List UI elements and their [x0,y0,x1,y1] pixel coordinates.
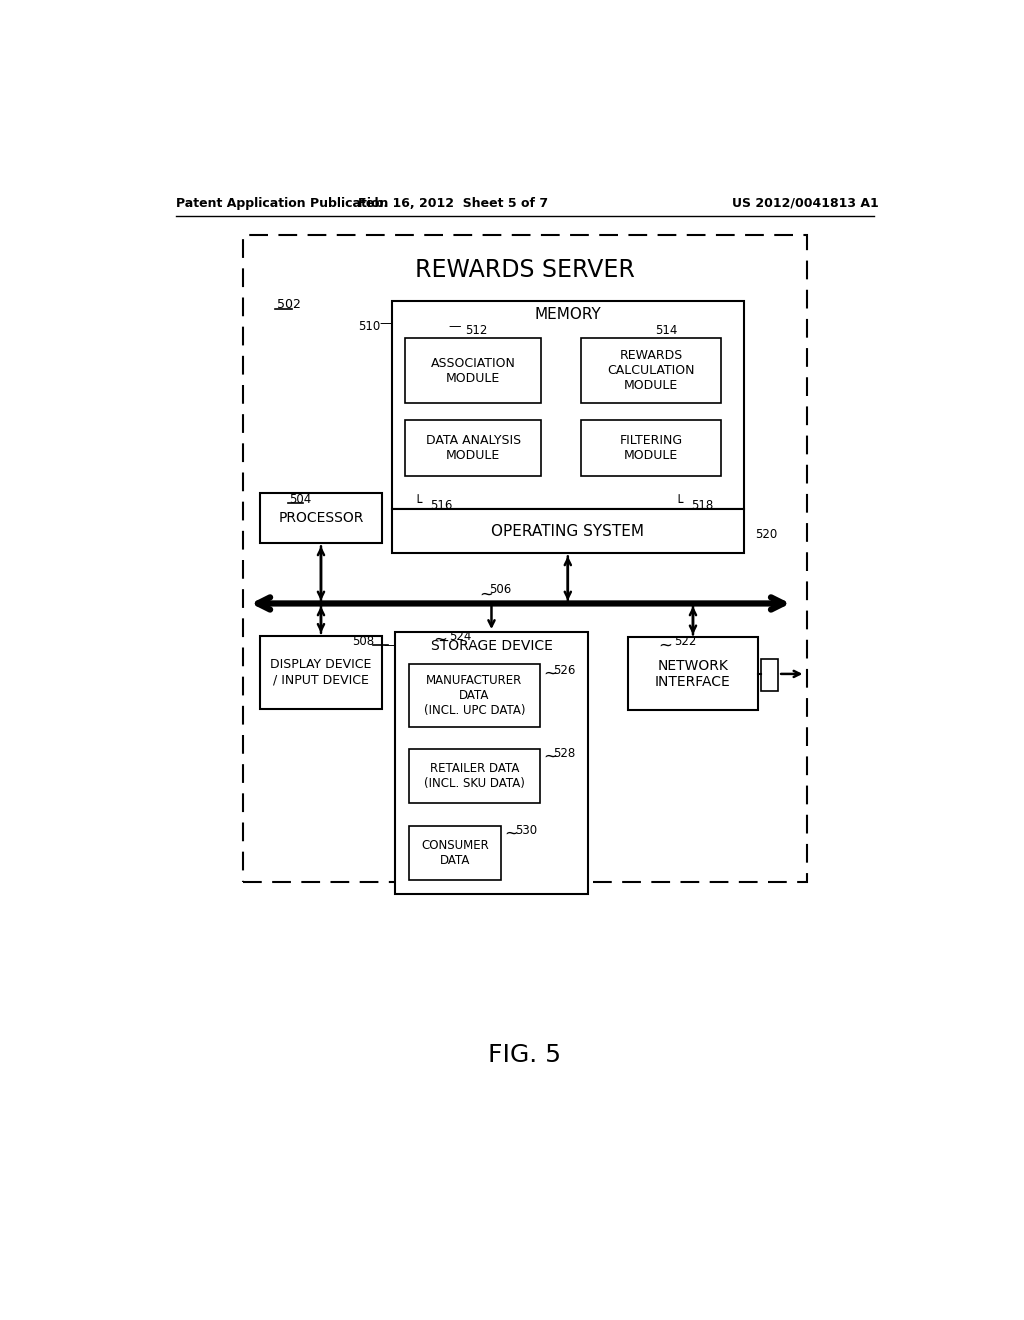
Text: RETAILER DATA
(INCL. SKU DATA): RETAILER DATA (INCL. SKU DATA) [424,762,525,789]
Text: 516: 516 [430,499,453,512]
Text: 518: 518 [691,499,714,512]
Text: └: └ [414,495,422,510]
Bar [391,508,744,553]
Bar [243,235,807,882]
Text: FIG. 5: FIG. 5 [488,1043,561,1068]
Text: Feb. 16, 2012  Sheet 5 of 7: Feb. 16, 2012 Sheet 5 of 7 [358,197,549,210]
Text: ~: ~ [479,585,493,603]
Bar [410,826,501,880]
Text: OPERATING SYSTEM: OPERATING SYSTEM [492,524,644,539]
Text: Patent Application Publication: Patent Application Publication [176,197,388,210]
Text: DATA ANALYSIS
MODULE: DATA ANALYSIS MODULE [426,434,521,462]
Text: ASSOCIATION
MODULE: ASSOCIATION MODULE [431,356,516,384]
Text: —: — [449,321,461,334]
Text: STORAGE DEVICE: STORAGE DEVICE [430,639,552,653]
Text: 520: 520 [755,528,777,541]
Text: └: └ [675,495,683,510]
Text: 514: 514 [655,323,677,337]
Text: ~: ~ [544,664,557,682]
Text: 508: 508 [352,635,375,648]
Text: NETWORK
INTERFACE: NETWORK INTERFACE [655,659,731,689]
Text: 528: 528 [554,747,575,760]
Text: REWARDS SERVER: REWARDS SERVER [415,257,635,282]
Text: 530: 530 [515,824,537,837]
Text: 502: 502 [276,298,301,312]
Text: 504: 504 [289,492,311,506]
Text: REWARDS
CALCULATION
MODULE: REWARDS CALCULATION MODULE [607,348,695,392]
Text: MANUFACTURER
DATA
(INCL. UPC DATA): MANUFACTURER DATA (INCL. UPC DATA) [424,675,525,717]
Text: MEMORY: MEMORY [535,308,601,322]
Bar [761,659,778,690]
Text: 506: 506 [488,583,511,597]
Bar [406,420,541,475]
Bar [406,338,541,404]
Text: 510: 510 [358,319,381,333]
Text: ~: ~ [544,747,557,766]
Bar [410,748,540,803]
Bar [260,636,382,709]
Bar [582,420,721,475]
Text: 526: 526 [554,664,575,677]
Bar [395,632,588,894]
Text: 512: 512 [465,323,487,337]
Text: —: — [379,317,391,330]
Text: CONSUMER
DATA: CONSUMER DATA [421,840,488,867]
Bar [410,664,540,727]
Bar [628,638,758,710]
Text: FILTERING
MODULE: FILTERING MODULE [620,434,683,462]
Text: 522: 522 [675,635,696,648]
Text: ~: ~ [433,631,447,648]
Bar [260,494,382,544]
Text: 524: 524 [450,630,472,643]
Text: US 2012/0041813 A1: US 2012/0041813 A1 [732,197,880,210]
Bar [582,338,721,404]
Text: PROCESSOR: PROCESSOR [279,511,364,525]
Text: DISPLAY DEVICE
/ INPUT DEVICE: DISPLAY DEVICE / INPUT DEVICE [270,659,372,686]
Bar [391,301,744,508]
Text: —: — [384,639,396,652]
Text: ~: ~ [505,825,518,842]
Text: ~: ~ [658,636,672,653]
